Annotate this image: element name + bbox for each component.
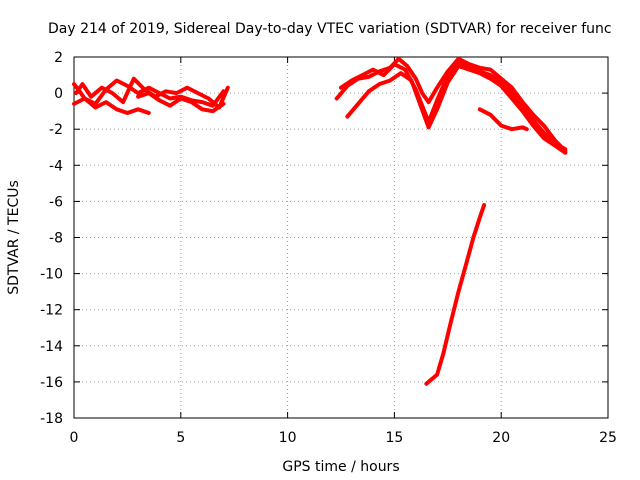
- grid: [74, 57, 608, 418]
- series-track-8: [477, 107, 529, 132]
- data-series: [72, 56, 568, 386]
- x-tick-label: 20: [492, 430, 510, 446]
- y-tick-label: -8: [49, 231, 63, 247]
- x-tick-label: 15: [385, 430, 403, 446]
- series-track-9: [424, 203, 487, 386]
- x-axis-label: GPS time / hours: [282, 459, 399, 475]
- series-track-4: [136, 91, 226, 114]
- x-tick-label: 25: [599, 430, 617, 446]
- axis-ticks: 0 5 10 15 20 25 -18 -16 -14 -12 -10 -8 -6 -4 -2 0 2: [40, 50, 617, 446]
- chart-title: Day 214 of 2019, Sidereal Day-to-day VTE…: [48, 21, 612, 37]
- y-tick-label: -2: [49, 122, 63, 138]
- y-tick-label: 0: [54, 86, 63, 102]
- series-track-7: [345, 64, 568, 155]
- y-axis-label: SDTVAR / TECUs: [6, 180, 22, 295]
- y-tick-label: -6: [49, 194, 63, 210]
- y-tick-label: -4: [49, 158, 63, 174]
- y-tick-label: -14: [40, 339, 63, 355]
- y-tick-label: -12: [40, 303, 63, 319]
- y-tick-label: 2: [54, 50, 63, 66]
- x-tick-label: 5: [176, 430, 185, 446]
- series-track-3: [72, 96, 151, 115]
- y-tick-label: -18: [40, 411, 63, 427]
- x-tick-label: 0: [70, 430, 79, 446]
- x-tick-label: 10: [279, 430, 297, 446]
- y-tick-label: -16: [40, 375, 63, 391]
- y-tick-label: -10: [40, 267, 63, 283]
- series-track-6: [339, 60, 568, 152]
